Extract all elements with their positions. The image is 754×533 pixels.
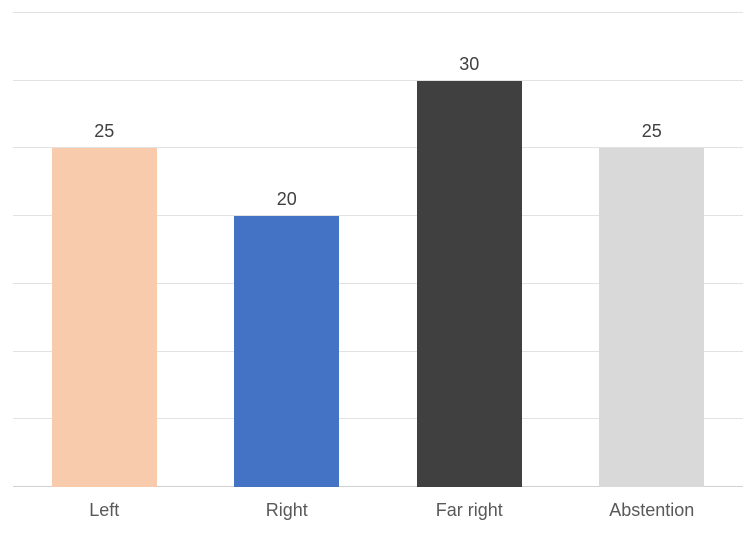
x-axis-line — [13, 486, 743, 487]
data-label: 25 — [94, 121, 115, 142]
category-label: Abstention — [609, 500, 695, 520]
gridline — [13, 215, 743, 217]
data-label: 25 — [641, 121, 662, 142]
gridline — [13, 79, 743, 81]
bar-left — [51, 148, 157, 487]
bar-far-right — [416, 80, 522, 487]
plot-area: 25 20 30 25 — [13, 12, 743, 487]
gridline — [13, 12, 743, 13]
gridline — [13, 350, 743, 352]
bar-abstention — [599, 148, 705, 487]
gridline — [13, 147, 743, 149]
category-label: Far right — [435, 500, 503, 520]
gridline — [13, 282, 743, 284]
data-label: 20 — [276, 189, 297, 210]
data-label: 30 — [459, 53, 480, 74]
category-label: Right — [265, 500, 308, 520]
gridline — [13, 418, 743, 420]
category-label: Left — [89, 500, 120, 520]
bar-right — [234, 216, 340, 487]
